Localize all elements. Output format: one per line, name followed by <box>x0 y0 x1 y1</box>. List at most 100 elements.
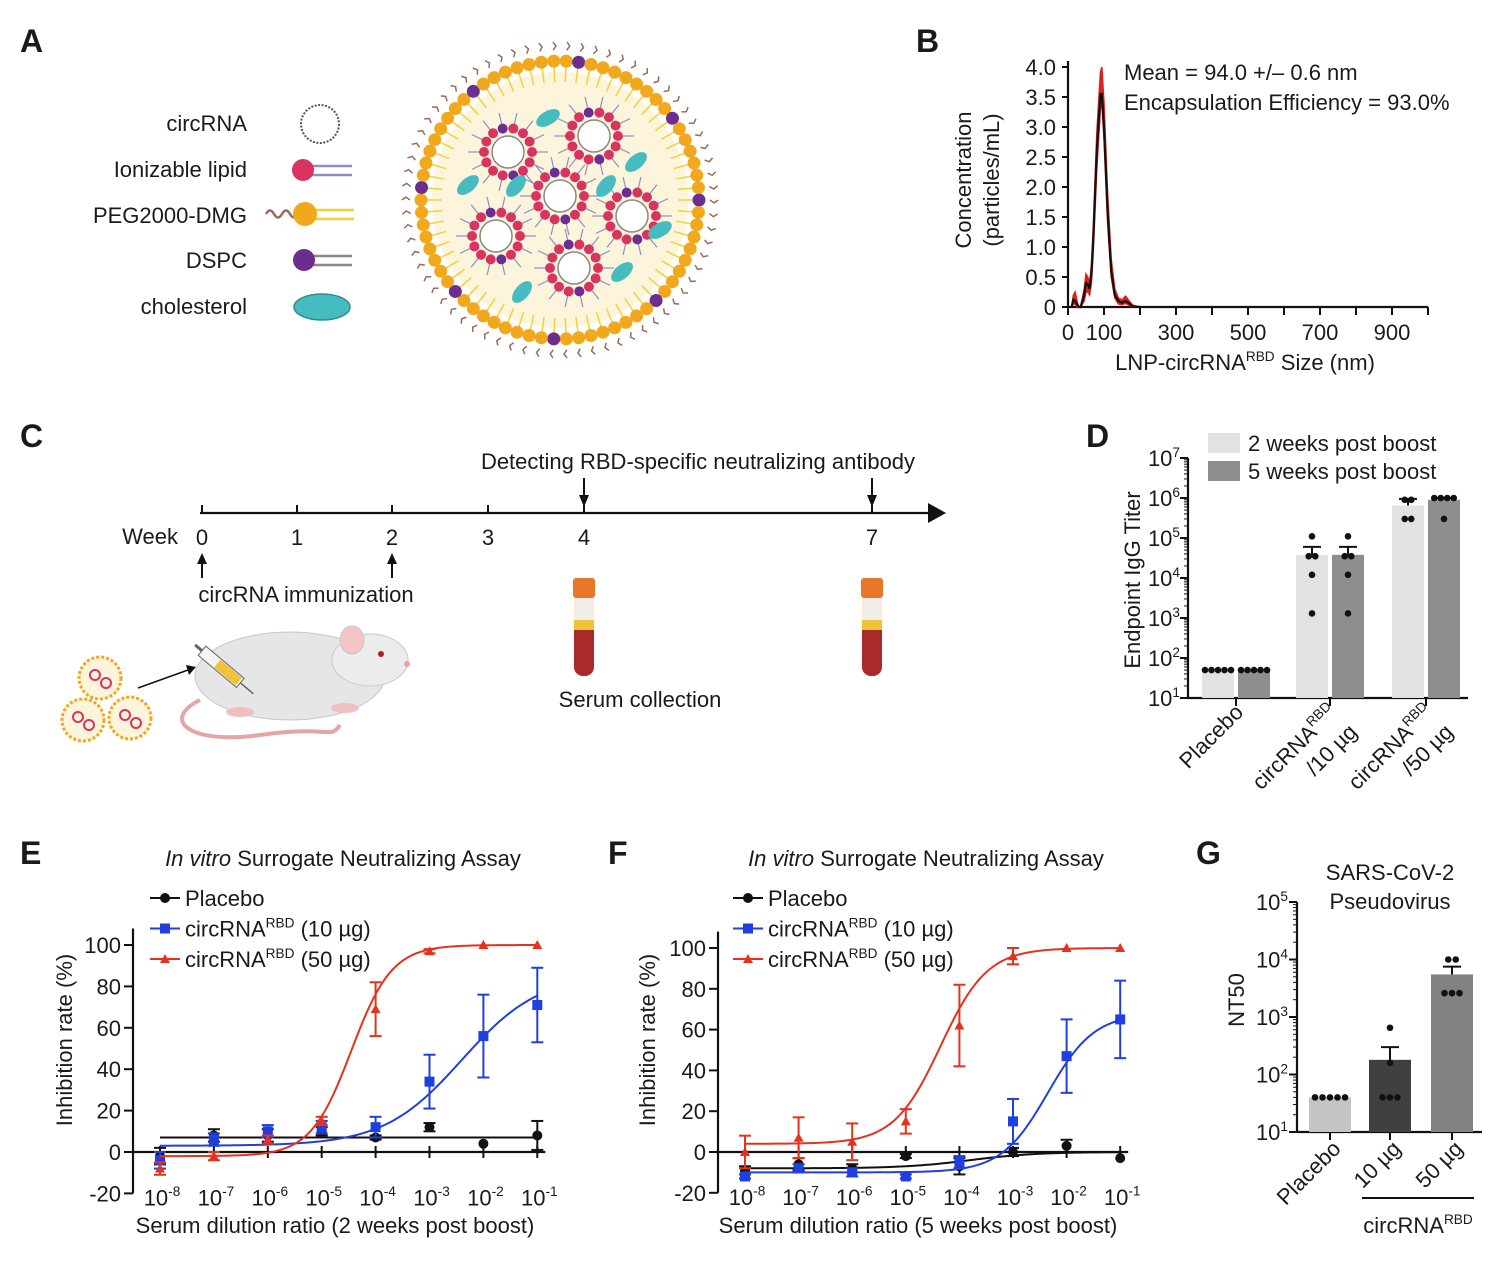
y-tick-label-part: 10 <box>1148 606 1172 631</box>
x-tick-label: 10-2 <box>1050 1184 1087 1210</box>
lipid-tail <box>624 86 635 102</box>
group-label-part: circRNA <box>1363 1213 1444 1238</box>
marker-circle <box>424 1122 435 1133</box>
lipid-tail <box>457 277 472 290</box>
data-point <box>1250 666 1258 674</box>
lipid-tail <box>443 130 460 141</box>
ionizable-lipid <box>610 141 621 152</box>
lipid-head <box>466 84 480 98</box>
ionizable-lipid <box>583 281 594 292</box>
y-tick-label: 102 <box>1256 1061 1288 1087</box>
x-tick-label-part: -2 <box>492 1184 504 1199</box>
peg-chain <box>484 59 491 68</box>
x-tick-label-part: -7 <box>222 1184 234 1199</box>
chart-title-part: Surrogate Neutralizing Assay <box>814 846 1104 871</box>
marker-triangle <box>743 954 753 963</box>
marker-square <box>954 1157 965 1168</box>
data-point <box>1407 515 1415 523</box>
x-tick-label-part: 10 <box>782 1185 806 1210</box>
fit-curve <box>745 1151 1121 1170</box>
lipid-tail <box>457 110 472 123</box>
y-tick-label: -20 <box>89 1181 121 1206</box>
x-axis-label-part: LNP-circRNA <box>1115 350 1246 375</box>
ionizable-lipid <box>603 149 614 160</box>
data-point <box>1407 496 1415 504</box>
legend-label: 5 weeks post boost <box>1248 459 1436 484</box>
ionizable-lipid <box>560 167 571 178</box>
data-point <box>1452 956 1460 963</box>
peg-chain <box>563 349 568 359</box>
marker-triangle <box>316 1115 327 1125</box>
lipid-head <box>476 77 490 91</box>
x-tick-label: 10-3 <box>413 1184 450 1210</box>
data-point <box>1214 666 1222 674</box>
legend-swatch <box>1208 433 1240 453</box>
y-tick-label: 105 <box>1148 525 1180 551</box>
cholesterol <box>457 175 479 195</box>
lipid-head <box>665 275 679 289</box>
lipid-tail <box>641 284 654 299</box>
legend-label-peg: PEG2000-DMG <box>93 203 247 228</box>
x-tick-label-part: 10 <box>413 1185 437 1210</box>
lipid-head <box>423 144 437 158</box>
peg-chain <box>460 316 467 324</box>
data-point <box>1257 666 1264 674</box>
lipid-tail <box>529 68 535 86</box>
x-tick-label-part: -6 <box>276 1184 288 1199</box>
marker-square <box>743 923 753 934</box>
marker-triangle <box>1008 951 1018 961</box>
arrowhead-icon <box>579 495 589 507</box>
peg-chain <box>417 129 426 136</box>
lipid-nanoparticle-illustration <box>401 41 719 359</box>
lipid-head <box>649 93 663 107</box>
lipid-head <box>690 218 704 232</box>
x-tick-label-part: -4 <box>384 1184 397 1199</box>
x-tick-label: 10-6 <box>836 1184 873 1210</box>
lipid-head <box>522 329 536 343</box>
legend-label-part: circRNA <box>768 947 849 972</box>
y-axis-label: Inhibition rate (%) <box>52 954 77 1126</box>
peg-lipid-icon <box>264 202 354 226</box>
y-axis-label-unit: (particles/mL) <box>979 113 1004 246</box>
y-tick-label: 2.5 <box>1025 145 1056 170</box>
lipid-head <box>457 293 471 307</box>
x-tick-label-part: 10 <box>997 1185 1021 1210</box>
cholesterol <box>596 175 616 197</box>
y-axis-label: NT50 <box>1224 973 1249 1027</box>
marker-triangle <box>262 1134 273 1144</box>
ionizable-lipid <box>612 229 623 240</box>
marker-circle <box>743 893 753 903</box>
x-tick-label: 10-5 <box>305 1184 342 1210</box>
y-tick-label: 60 <box>682 1018 706 1043</box>
x-tick-label: 10-7 <box>782 1184 819 1210</box>
marker-square <box>370 1122 381 1133</box>
lipid-tail <box>433 151 450 160</box>
peg-chain <box>535 348 541 358</box>
peg-chain <box>495 337 502 346</box>
lipid-head <box>434 122 448 136</box>
bar <box>1431 974 1473 1132</box>
cholesterol <box>648 221 672 239</box>
data-point <box>1444 956 1452 963</box>
x-tick-label-part: -6 <box>860 1184 872 1199</box>
lipid-tail <box>485 86 496 102</box>
lipid-tail <box>466 284 479 299</box>
lipid-head <box>608 321 622 335</box>
peg-chain <box>605 49 612 58</box>
legend-swatch <box>1208 461 1240 481</box>
lipid-tail <box>495 80 505 97</box>
data-point <box>1401 496 1409 504</box>
y-axis-label: Inhibition rate (%) <box>635 954 660 1126</box>
peg-chain <box>604 342 610 352</box>
y-axis-label: Endpoint IgG Titer <box>1120 491 1145 668</box>
peg-chain <box>401 196 411 201</box>
lipid-head <box>658 284 672 298</box>
y-tick-label: -20 <box>674 1181 706 1206</box>
legend-label-part: Placebo <box>185 886 265 911</box>
peg-chain <box>483 331 490 340</box>
peg-chain <box>440 95 448 102</box>
lipid-head <box>510 325 524 339</box>
lipid-tail <box>429 163 447 170</box>
peg-chain <box>431 287 439 294</box>
y-tick-label-part: 5 <box>1172 525 1180 540</box>
